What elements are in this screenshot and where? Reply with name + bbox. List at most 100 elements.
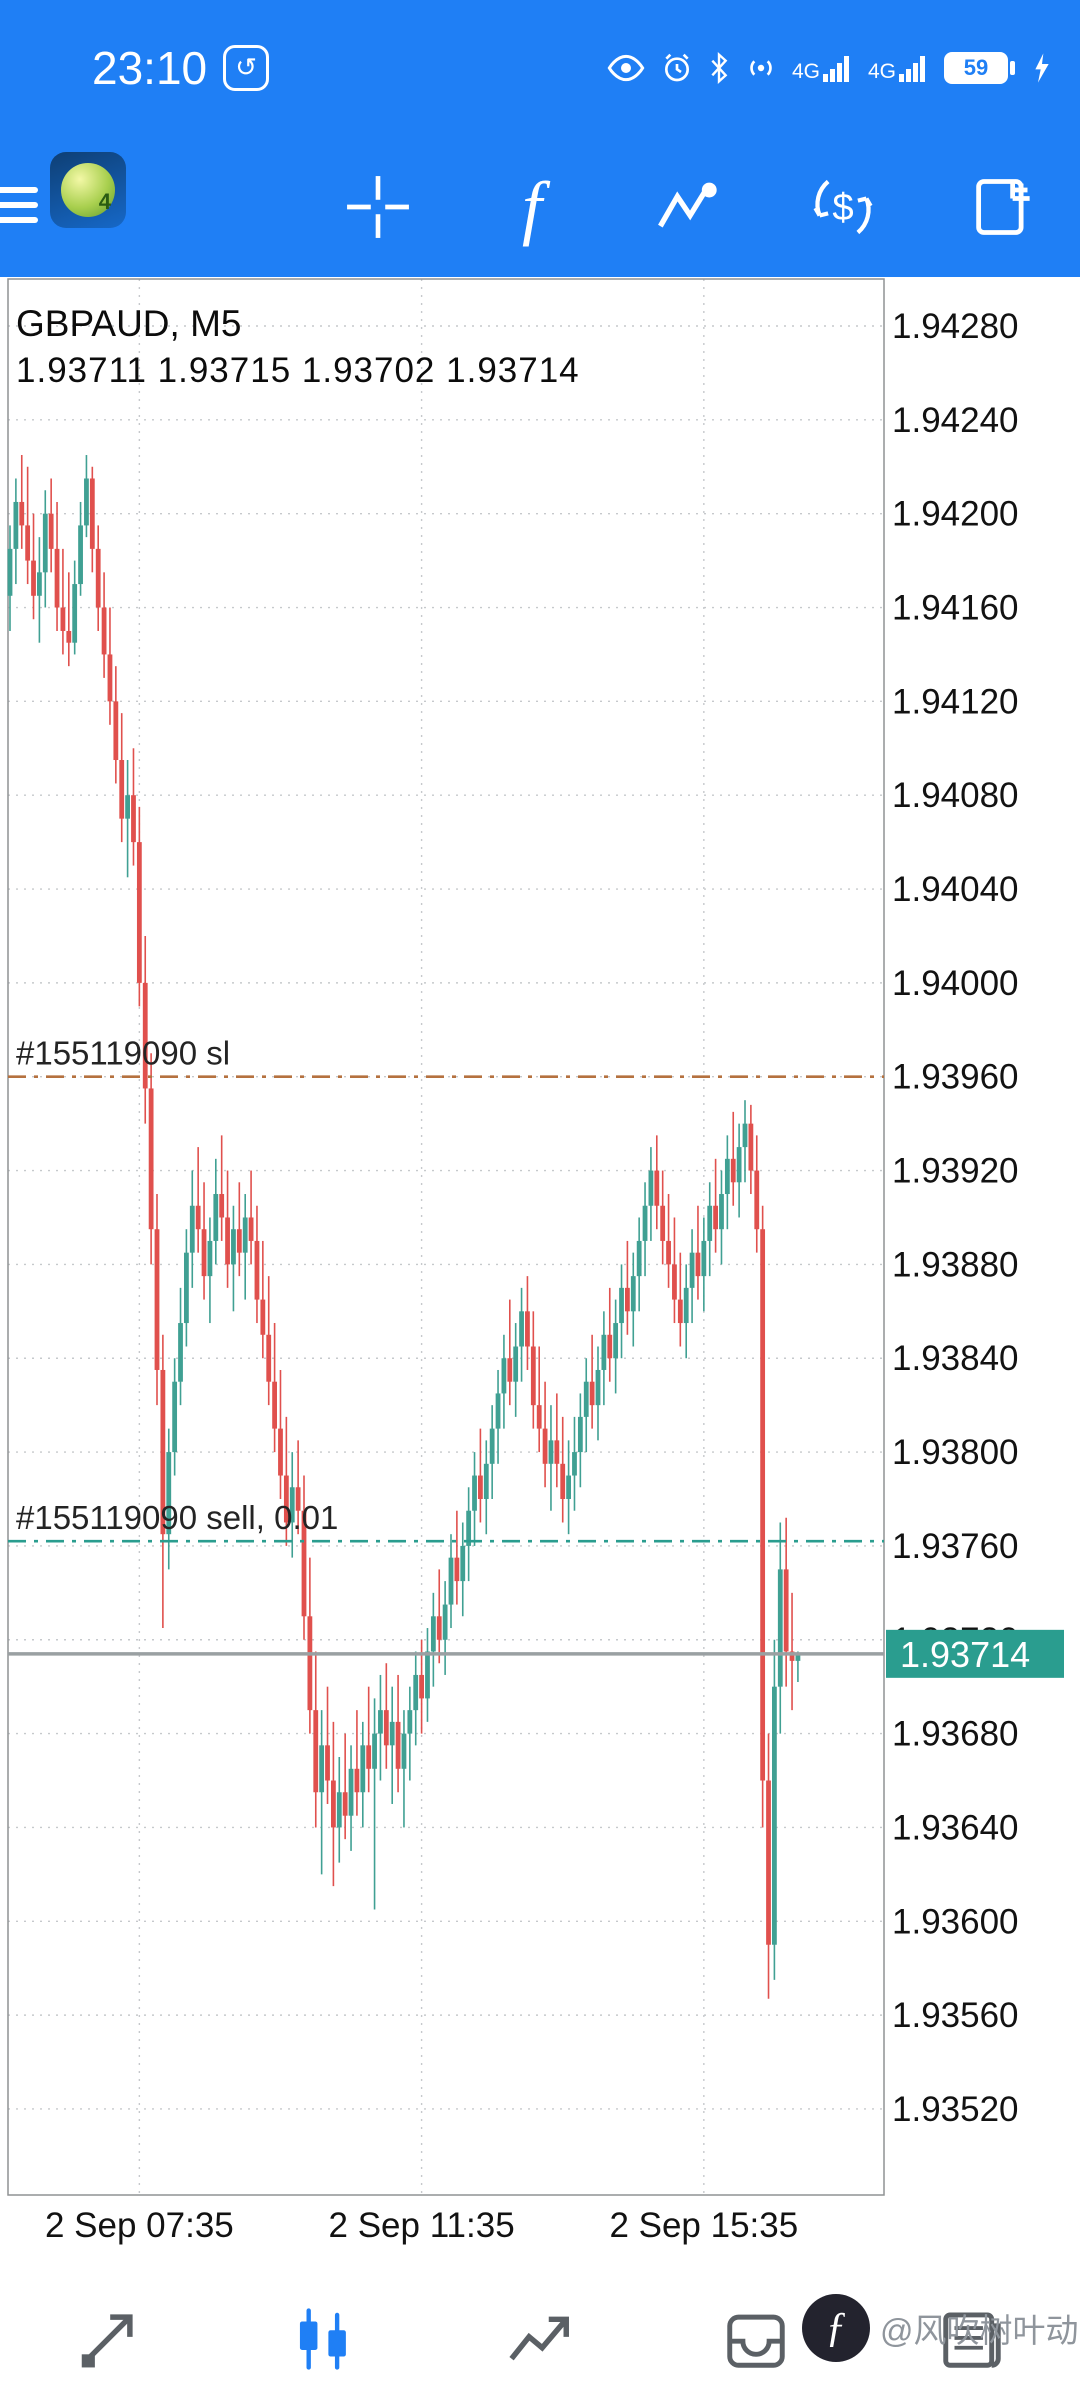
candle-body <box>472 1475 477 1511</box>
indicators-icon[interactable]: f <box>521 167 542 247</box>
candle-body <box>295 1487 301 1511</box>
candle-body <box>207 1240 213 1277</box>
repeat-icon: ↺ <box>223 44 270 91</box>
candle-body <box>677 1299 683 1324</box>
candle-body <box>713 1205 718 1230</box>
candle-body <box>131 795 136 843</box>
nav-trade-icon[interactable] <box>432 2304 648 2374</box>
candle-body <box>666 1240 671 1265</box>
crosshair-icon[interactable] <box>342 171 414 243</box>
candle-body <box>95 548 101 608</box>
candle-body <box>166 1452 172 1535</box>
candle-body <box>354 1768 360 1793</box>
candle-body <box>642 1205 648 1241</box>
candle-body <box>372 1733 377 1769</box>
candle-body <box>142 982 148 1089</box>
candle-body <box>148 1088 154 1230</box>
candle-body <box>254 1240 260 1300</box>
chart-ohlc-values: 1.93711 1.93715 1.93702 1.93714 <box>16 351 580 390</box>
menu-icon[interactable] <box>0 178 38 232</box>
candle-body <box>630 1276 636 1312</box>
candle-body <box>195 1205 201 1230</box>
candle-body <box>260 1299 266 1335</box>
candle-body <box>542 1428 548 1464</box>
candle-body <box>501 1358 507 1394</box>
clock: 23:10 <box>92 41 208 94</box>
svg-text:$: $ <box>832 186 853 229</box>
candle-body <box>107 654 113 702</box>
candle-body <box>748 1123 754 1171</box>
candle-body <box>189 1205 195 1253</box>
mt4-orb-icon: 4 <box>61 163 115 217</box>
price-axis-label: 1.93840 <box>892 1339 1019 1378</box>
candle-body <box>425 1651 430 1699</box>
app-logo-mt4[interactable]: 4 <box>50 152 126 228</box>
candle-body <box>136 842 142 983</box>
candle-body <box>448 1557 454 1605</box>
candle-body <box>466 1510 472 1546</box>
candlestick-chart-surface[interactable]: 1.94280 1.94240 1.94200 1.94160 1.94120 1.940… <box>0 277 1080 2277</box>
candle-body <box>395 1721 401 1769</box>
objects-icon[interactable] <box>652 171 724 243</box>
candle-body <box>707 1205 713 1241</box>
candle-body <box>548 1440 554 1464</box>
candle-body <box>560 1463 566 1499</box>
price-axis-label: 1.93960 <box>892 1058 1019 1097</box>
candle-body <box>7 548 13 596</box>
current-price-tag <box>886 1629 1064 1678</box>
price-axis-label: 1.93880 <box>892 1245 1019 1284</box>
candle-body <box>554 1440 560 1464</box>
candle-body <box>413 1674 419 1711</box>
price-axis-label: 1.94080 <box>892 776 1019 815</box>
nav-quotes-icon[interactable] <box>0 2304 216 2374</box>
candle-body <box>583 1381 589 1417</box>
nav-charts-icon[interactable] <box>216 2304 432 2374</box>
candle-body <box>278 1428 283 1476</box>
candle-body <box>48 513 54 549</box>
candle-body <box>536 1405 542 1429</box>
candle-body <box>478 1475 483 1499</box>
candle-body <box>672 1264 677 1300</box>
plot-border <box>7 278 885 2196</box>
watermark-text: @风吹树叶动 <box>880 2312 1079 2349</box>
candle-body <box>113 701 119 761</box>
price-axis-label: 1.93800 <box>892 1433 1019 1472</box>
candle-body <box>213 1194 219 1241</box>
candle-body <box>660 1205 666 1241</box>
price-axis-label: 1.93520 <box>892 2090 1019 2129</box>
nav-journal-icon[interactable] <box>864 2304 1080 2374</box>
watermark-logo-icon: ƒ <box>802 2294 870 2362</box>
candle-body <box>225 1217 230 1265</box>
candle-body <box>760 1229 766 1781</box>
candle-body <box>595 1369 601 1406</box>
candle-body <box>236 1229 242 1253</box>
candle-body <box>301 1510 307 1617</box>
price-axis-label: 1.94200 <box>892 495 1019 534</box>
nav-history-icon[interactable] <box>648 2304 864 2374</box>
price-axis-label: 1.94000 <box>892 964 1019 1003</box>
time-axis-label: 2 Sep 07:35 <box>45 2206 234 2245</box>
trade-dollar-icon[interactable]: $ <box>807 171 879 243</box>
candle-body <box>331 1780 336 1828</box>
candle-body <box>766 1780 771 1945</box>
battery-indicator: 59 <box>944 51 1015 84</box>
candle-body <box>289 1487 295 1523</box>
candle-body <box>777 1569 783 1687</box>
candle-body <box>525 1311 530 1347</box>
candle-body <box>178 1323 183 1382</box>
candle-body <box>401 1733 407 1769</box>
price-axis-label: 1.93600 <box>892 1902 1019 1941</box>
candle-body <box>701 1240 707 1277</box>
price-axis-label: 1.93560 <box>892 1996 1019 2035</box>
candle-body <box>89 478 95 549</box>
candle-body <box>378 1710 383 1734</box>
new-order-icon[interactable] <box>966 171 1038 243</box>
candle-body <box>683 1287 689 1324</box>
hotspot-icon <box>745 52 777 84</box>
candle-body <box>589 1381 595 1406</box>
candle-body <box>507 1358 513 1382</box>
candle-body <box>407 1710 413 1734</box>
candle-body <box>78 525 83 585</box>
candle-body <box>619 1287 624 1324</box>
candle-body <box>772 1686 777 1945</box>
